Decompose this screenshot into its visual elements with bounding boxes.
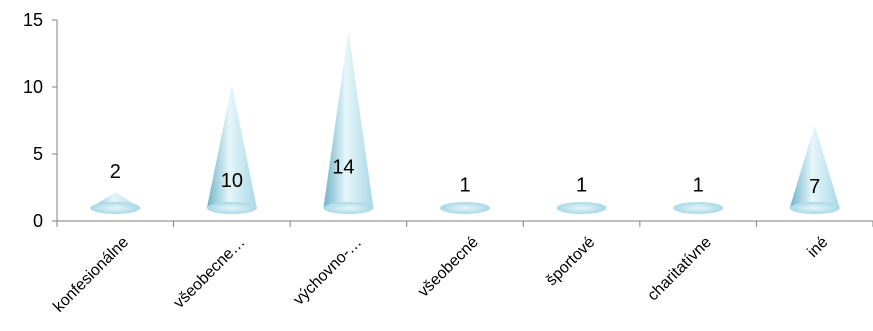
cone-bar [440, 202, 490, 214]
cone-body [323, 31, 374, 209]
data-label: 2 [110, 161, 121, 183]
x-category-label: iné [804, 234, 831, 261]
y-tick-label: 10 [23, 77, 43, 97]
data-label: 1 [459, 175, 470, 197]
cone-base [789, 202, 840, 214]
axes: 0 5 10 15 [23, 10, 873, 231]
cone-base [206, 202, 257, 214]
x-category-label: všeobecné [415, 234, 482, 301]
y-tick-label: 15 [23, 10, 43, 30]
cone-bar [673, 202, 724, 214]
data-label: 10 [221, 170, 243, 192]
x-category-label: konfesionálne [50, 234, 132, 316]
cone-base [556, 202, 607, 214]
cone-bar [206, 85, 257, 214]
cone-base [90, 202, 141, 214]
labels: 2 10 14 1 1 1 7 konfesionálne všeobecne… výchovno… [50, 156, 831, 315]
data-label: 7 [809, 176, 820, 198]
y-tick-label: 0 [33, 211, 43, 231]
x-category-label: výchovno-… [290, 234, 365, 309]
y-tick-label: 5 [33, 144, 43, 164]
cone-bar [323, 31, 374, 214]
data-label: 1 [693, 175, 704, 197]
cone-body [206, 85, 257, 208]
cone-base [440, 202, 490, 214]
x-category-label: charitatívne [644, 234, 715, 305]
data-label: 14 [332, 156, 354, 178]
cone-bar [789, 125, 840, 214]
cone-body [789, 125, 840, 208]
x-category-label: športové [543, 234, 598, 289]
bars [90, 31, 840, 214]
data-label: 1 [576, 175, 587, 197]
x-category-label: všeobecne… [171, 234, 249, 312]
cone-base [673, 202, 724, 214]
cone-bar [556, 202, 607, 214]
cone-bar [90, 192, 141, 214]
cone-base [323, 202, 374, 214]
